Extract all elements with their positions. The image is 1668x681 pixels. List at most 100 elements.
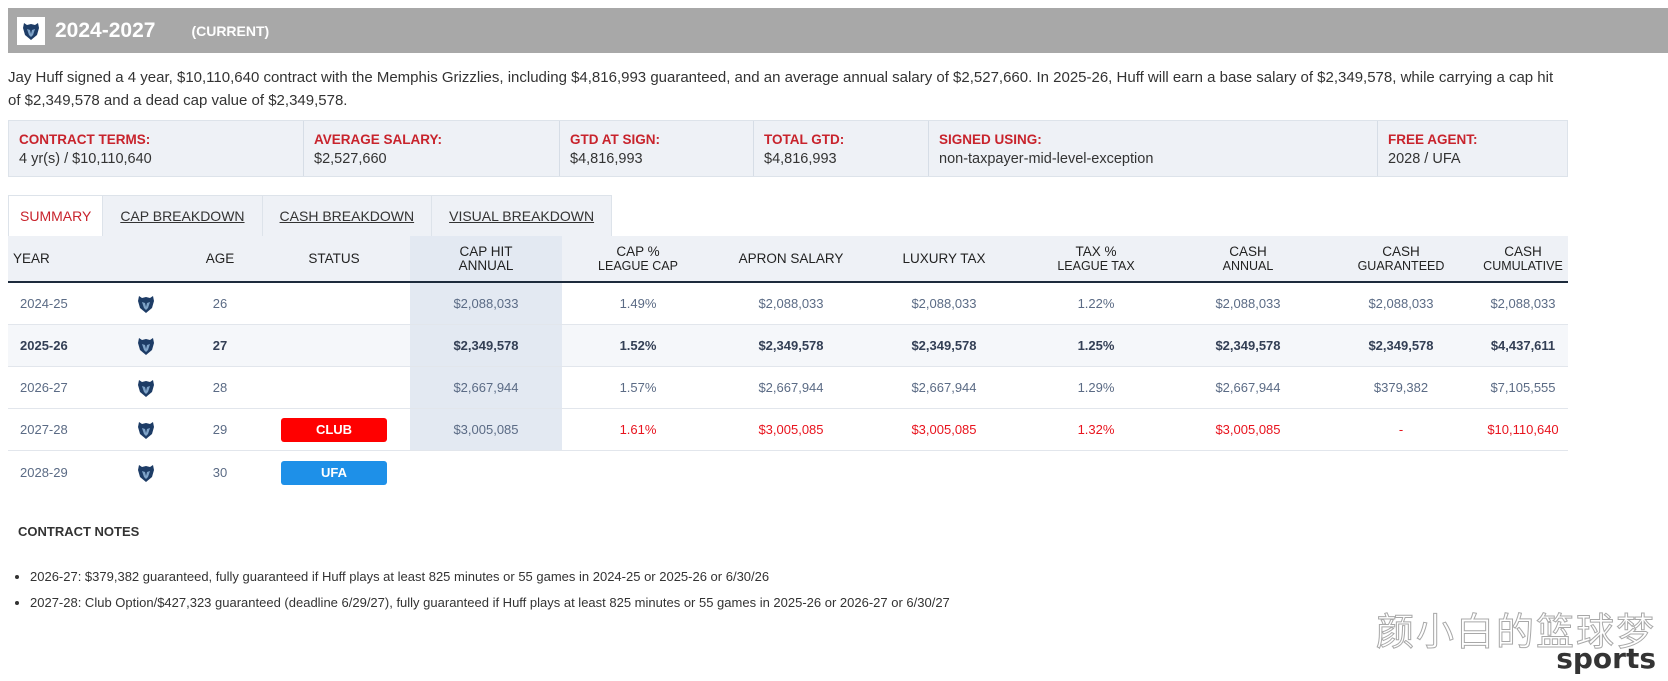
row-apron: $2,088,033 <box>758 296 824 311</box>
col-cap-hit-sub: ANNUAL <box>458 257 514 273</box>
col-cash-annual-label: CASH <box>1229 243 1267 259</box>
grizzlies-logo-icon <box>130 325 162 366</box>
tab-visual-breakdown[interactable]: VISUAL BREAKDOWN <box>449 208 595 224</box>
col-cash-gtd-label: CASH <box>1382 243 1420 259</box>
term-total-gtd: TOTAL GTD: $4,816,993 <box>754 121 929 176</box>
term-value: $2,527,660 <box>314 151 387 167</box>
term-label: TOTAL GTD: <box>764 132 845 147</box>
term-value: 2028 / UFA <box>1388 151 1461 167</box>
row-age: 30 <box>212 465 228 480</box>
row-cash-annual: $2,088,033 <box>1215 296 1281 311</box>
term-label: SIGNED USING: <box>939 132 1042 147</box>
grizzlies-logo-icon <box>130 452 162 493</box>
col-status-label: STATUS <box>308 250 360 266</box>
row-apron: $3,005,085 <box>758 422 824 437</box>
grizzlies-logo-icon <box>130 367 162 408</box>
col-cash-guaranteed: CASH GUARANTEED <box>1326 236 1476 281</box>
row-cap-hit: $2,088,033 <box>410 283 562 324</box>
row-age: 28 <box>212 380 228 395</box>
breakdown-tabs: SUMMARY CAP BREAKDOWN CASH BREAKDOWN VIS… <box>8 195 613 236</box>
col-tax-pct-sub: LEAGUE TAX <box>1057 258 1135 273</box>
row-luxury-tax: $2,349,578 <box>911 338 977 353</box>
status-cell: UFA <box>280 452 388 493</box>
row-cash-cumulative: $2,088,033 <box>1490 296 1556 311</box>
col-age: AGE <box>188 236 252 281</box>
row-age: 26 <box>212 296 228 311</box>
term-value: $4,816,993 <box>570 151 643 167</box>
col-age-label: AGE <box>205 250 235 266</box>
row-tax-pct: 1.22% <box>1077 296 1115 311</box>
row-tax-pct: 1.29% <box>1077 380 1115 395</box>
table-row: 2024-25 26 $2,088,033 1.49% $2,088,033 $… <box>8 283 1568 325</box>
current-tag: (CURRENT) <box>191 22 270 39</box>
col-status: STATUS <box>280 236 388 281</box>
row-year: 2026-27 <box>20 380 68 395</box>
term-label: FREE AGENT: <box>1388 132 1478 147</box>
row-cash-guaranteed: $379,382 <box>1373 380 1429 395</box>
term-gtd-at-sign: GTD AT SIGN: $4,816,993 <box>560 121 754 176</box>
row-cap-pct: 1.52% <box>619 338 657 353</box>
row-cash-annual: $2,667,944 <box>1215 380 1281 395</box>
col-tax-pct-label: TAX % <box>1075 243 1117 259</box>
row-year: 2025-26 <box>20 338 68 353</box>
col-cap-pct: CAP % LEAGUE CAP <box>563 236 713 281</box>
contract-summary-text: Jay Huff signed a 4 year, $10,110,640 co… <box>8 69 1554 109</box>
grizzlies-logo-icon <box>130 409 162 450</box>
col-cash-cumulative: CASH CUMULATIVE <box>1478 236 1568 281</box>
salary-table-header: YEAR AGE STATUS CAP HIT ANNUAL CAP % LEAGU… <box>8 236 1568 283</box>
term-free-agent: FREE AGENT: 2028 / UFA <box>1378 121 1567 176</box>
row-year: 2024-25 <box>20 296 68 311</box>
grizzlies-logo-icon <box>17 16 45 45</box>
term-label: CONTRACT TERMS: <box>19 132 151 147</box>
col-cash-gtd-sub: GUARANTEED <box>1357 258 1445 273</box>
row-age: 27 <box>212 338 228 353</box>
ufa-badge: UFA <box>281 460 387 485</box>
grizzlies-logo-icon <box>130 283 162 324</box>
tab-cash-breakdown[interactable]: CASH BREAKDOWN <box>263 196 433 236</box>
row-year: 2027-28 <box>20 422 68 437</box>
tab-summary[interactable]: SUMMARY <box>9 196 104 236</box>
row-cash-annual: $3,005,085 <box>1215 422 1281 437</box>
watermark: 颜小白的篮球梦 sports <box>1375 601 1656 676</box>
table-row: 2026-27 28 $2,667,944 1.57% $2,667,944 $… <box>8 367 1568 409</box>
term-label: AVERAGE SALARY: <box>314 132 443 147</box>
col-cap-hit: CAP HIT ANNUAL <box>410 236 562 281</box>
row-cap-hit: $2,667,944 <box>410 367 562 408</box>
col-cap-hit-label: CAP HIT <box>459 243 513 259</box>
contract-header-bar: 2024-2027 (CURRENT) <box>8 8 1668 53</box>
row-cap-pct: 1.49% <box>619 296 657 311</box>
row-cash-cumulative: $4,437,611 <box>1490 338 1556 353</box>
row-cap-pct: 1.61% <box>619 422 657 437</box>
col-lux-label: LUXURY TAX <box>902 250 986 266</box>
col-cash-cum-label: CASH <box>1504 243 1542 259</box>
contract-note: 2027-28: Club Option/$427,323 guaranteed… <box>30 590 950 616</box>
col-apron-label: APRON SALARY <box>738 250 844 266</box>
term-label: GTD AT SIGN: <box>570 132 660 147</box>
col-tax-pct: TAX % LEAGUE TAX <box>1021 236 1171 281</box>
col-cash-annual-sub: ANNUAL <box>1222 258 1274 273</box>
row-luxury-tax: $2,088,033 <box>911 296 977 311</box>
row-luxury-tax: $3,005,085 <box>911 422 977 437</box>
row-cap-pct: 1.57% <box>619 380 657 395</box>
term-contract-terms: CONTRACT TERMS: 4 yr(s) / $10,110,640 <box>9 121 304 176</box>
term-value: 4 yr(s) / $10,110,640 <box>19 151 152 167</box>
contract-notes-list: 2026-27: $379,382 guaranteed, fully guar… <box>14 564 950 616</box>
row-apron: $2,349,578 <box>758 338 824 353</box>
status-cell: CLUB <box>280 409 388 450</box>
club-option-badge: CLUB <box>281 417 387 442</box>
term-value: non-taxpayer-mid-level-exception <box>939 151 1154 167</box>
row-cash-guaranteed: $2,088,033 <box>1368 296 1434 311</box>
watermark-en-text: sports <box>1556 642 1656 675</box>
row-cash-guaranteed: - <box>1398 422 1404 437</box>
row-age: 29 <box>212 422 228 437</box>
contract-terms-strip: CONTRACT TERMS: 4 yr(s) / $10,110,640 AV… <box>8 120 1568 177</box>
col-year: YEAR <box>13 236 50 281</box>
row-cash-cumulative: $7,105,555 <box>1490 380 1556 395</box>
table-row: 2025-26 27 $2,349,578 1.52% $2,349,578 $… <box>8 325 1568 367</box>
term-signed-using: SIGNED USING: non-taxpayer-mid-level-exc… <box>929 121 1378 176</box>
contract-notes-title: CONTRACT NOTES <box>18 524 140 539</box>
row-apron: $2,667,944 <box>758 380 824 395</box>
tab-cap-breakdown[interactable]: CAP BREAKDOWN <box>103 196 263 236</box>
table-row: 2028-29 30 UFA <box>8 452 1568 494</box>
term-average-salary: AVERAGE SALARY: $2,527,660 <box>304 121 560 176</box>
